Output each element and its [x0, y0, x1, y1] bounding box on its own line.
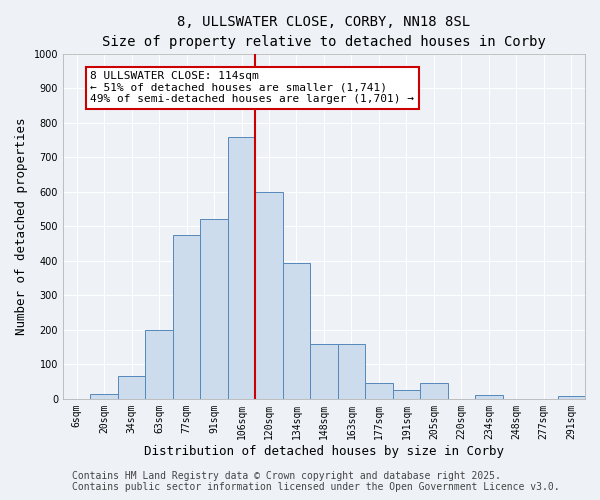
Title: 8, ULLSWATER CLOSE, CORBY, NN18 8SL
Size of property relative to detached houses: 8, ULLSWATER CLOSE, CORBY, NN18 8SL Size… [102, 15, 546, 48]
Bar [91, 394, 118, 399]
Bar [118, 376, 145, 399]
Bar [420, 384, 448, 399]
Bar [338, 344, 365, 399]
Bar [228, 136, 255, 399]
X-axis label: Distribution of detached houses by size in Corby: Distribution of detached houses by size … [144, 444, 504, 458]
Text: Contains HM Land Registry data © Crown copyright and database right 2025.
Contai: Contains HM Land Registry data © Crown c… [72, 471, 560, 492]
Bar [200, 220, 228, 399]
Y-axis label: Number of detached properties: Number of detached properties [15, 118, 28, 335]
Bar [475, 396, 503, 399]
Bar [392, 390, 420, 399]
Bar [283, 262, 310, 399]
Bar [310, 344, 338, 399]
Bar [173, 235, 200, 399]
Bar [557, 396, 585, 399]
Bar [255, 192, 283, 399]
Bar [145, 330, 173, 399]
Bar [365, 384, 392, 399]
Text: 8 ULLSWATER CLOSE: 114sqm
← 51% of detached houses are smaller (1,741)
49% of se: 8 ULLSWATER CLOSE: 114sqm ← 51% of detac… [91, 71, 415, 104]
